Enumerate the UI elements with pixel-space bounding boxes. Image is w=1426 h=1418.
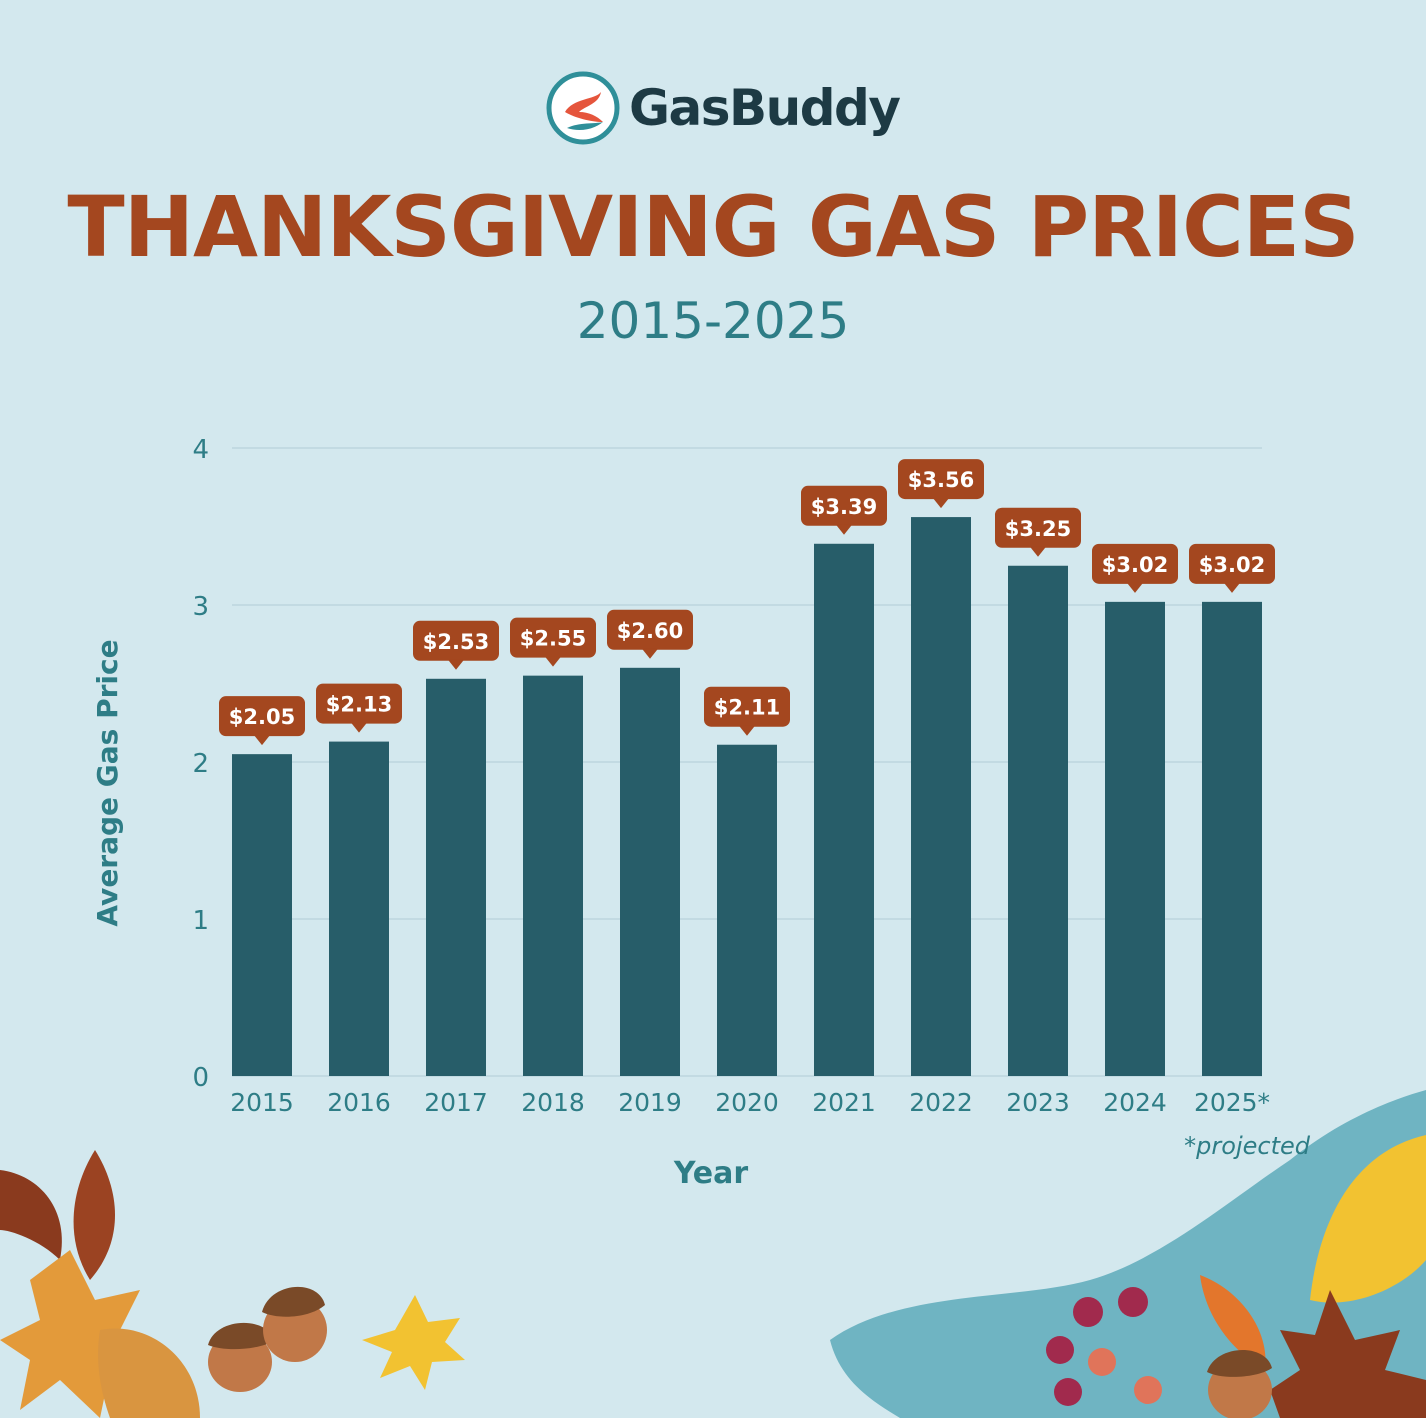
x-tick-label: 2024: [1103, 1088, 1167, 1117]
bar-2017: [426, 678, 486, 1076]
x-axis-label: Year: [673, 1156, 749, 1191]
data-label-bubble: [704, 686, 790, 727]
y-axis-label: Average Gas Price: [91, 639, 124, 926]
data-labels: $2.05 $2.13 $2.53 $2.55 $2.60 $2.11 $3.39 $3.56…: [219, 459, 1275, 746]
x-tick-label: 2019: [618, 1088, 682, 1117]
data-label-bubble: [510, 617, 596, 658]
data-label-bubble: [801, 485, 887, 526]
data-label-pointer: [836, 524, 852, 535]
data-label-text: $2.60: [617, 619, 683, 643]
data-label-text: $2.11: [714, 696, 780, 720]
data-label-text: $3.56: [908, 468, 974, 492]
bar-2025*: [1202, 601, 1262, 1076]
data-label-bubble: [1092, 543, 1178, 584]
data-label-2021: $3.39: [801, 485, 887, 535]
y-tick-label: 2: [192, 749, 209, 779]
y-tick-label: 0: [192, 1063, 209, 1093]
data-label-2017: $2.53: [413, 620, 499, 670]
data-label-pointer: [739, 725, 755, 736]
x-tick-label: 2020: [715, 1088, 779, 1117]
bar-2020: [717, 744, 777, 1076]
data-label-bubble: [1189, 543, 1275, 584]
data-label-pointer: [545, 656, 561, 667]
bar-2022: [911, 517, 971, 1076]
bars: [232, 517, 1262, 1076]
brand-name: GasBuddy: [629, 79, 901, 137]
x-tick-label: 2017: [424, 1088, 488, 1117]
data-label-text: $3.02: [1102, 553, 1168, 577]
gasbuddy-logo: GasBuddy: [545, 68, 901, 148]
bar-2021: [814, 543, 874, 1076]
y-tick-label: 4: [192, 435, 209, 465]
y-tick-label: 1: [192, 906, 209, 936]
data-label-2022: $3.56: [898, 459, 984, 509]
data-label-pointer: [254, 735, 270, 746]
bar-2015: [232, 754, 292, 1076]
x-axis-ticks: 2015 2016 2017 2018 2019 2020 2021 2022 2023 2024…: [230, 1088, 1270, 1117]
y-axis-ticks: 0 1 2 3 4: [192, 435, 209, 1093]
y-tick-label: 3: [192, 592, 209, 622]
data-label-2023: $3.25: [995, 507, 1081, 557]
data-label-text: $2.53: [423, 630, 489, 654]
data-label-bubble: [219, 696, 305, 737]
bar-2018: [523, 675, 583, 1076]
data-label-2016: $2.13: [316, 683, 402, 733]
bar-2024: [1105, 601, 1165, 1076]
x-tick-label: 2021: [812, 1088, 876, 1117]
bar-2016: [329, 741, 389, 1076]
data-label-2024: $3.02: [1092, 543, 1178, 593]
road-swoosh-icon: [546, 71, 620, 145]
data-label-2019: $2.60: [607, 609, 693, 659]
x-tick-label: 2022: [909, 1088, 973, 1117]
projected-footnote: *projected: [1184, 1132, 1311, 1160]
data-label-2025*: $3.02: [1189, 543, 1275, 593]
data-label-bubble: [413, 620, 499, 661]
x-tick-label: 2023: [1006, 1088, 1070, 1117]
data-label-bubble: [607, 609, 693, 650]
data-label-pointer: [1127, 582, 1143, 593]
bar-2019: [620, 667, 680, 1076]
data-label-pointer: [1224, 582, 1240, 593]
data-label-pointer: [642, 648, 658, 659]
x-tick-label: 2016: [327, 1088, 391, 1117]
data-label-text: $2.55: [520, 627, 586, 651]
data-label-2018: $2.55: [510, 617, 596, 667]
page-subtitle: 2015-2025: [576, 292, 850, 350]
data-label-pointer: [1030, 546, 1046, 557]
x-tick-label: 2025*: [1194, 1088, 1270, 1117]
data-label-pointer: [448, 659, 464, 670]
bar-2023: [1008, 565, 1068, 1076]
data-label-text: $2.13: [326, 693, 392, 717]
x-tick-label: 2018: [521, 1088, 585, 1117]
data-label-pointer: [933, 498, 949, 509]
data-label-bubble: [316, 683, 402, 724]
data-label-text: $3.25: [1005, 517, 1071, 541]
data-label-bubble: [898, 459, 984, 500]
data-label-text: $3.39: [811, 495, 877, 519]
page-title: THANKSGIVING GAS PRICES: [67, 178, 1359, 276]
data-label-2015: $2.05: [219, 696, 305, 746]
x-tick-label: 2015: [230, 1088, 294, 1117]
data-label-text: $2.05: [229, 705, 295, 729]
data-label-pointer: [351, 722, 367, 733]
data-label-text: $3.02: [1199, 553, 1265, 577]
data-label-bubble: [995, 507, 1081, 548]
data-label-2020: $2.11: [704, 686, 790, 736]
